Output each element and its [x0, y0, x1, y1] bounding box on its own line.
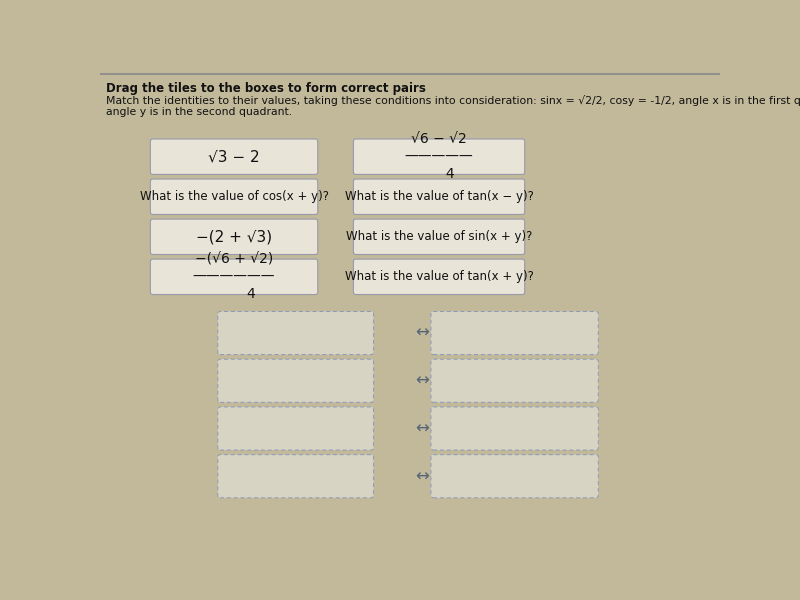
- FancyBboxPatch shape: [354, 219, 525, 254]
- Text: √3 − 2: √3 − 2: [208, 149, 260, 164]
- Text: ↔: ↔: [414, 324, 429, 342]
- Text: Match the identities to their values, taking these conditions into consideration: Match the identities to their values, ta…: [106, 95, 800, 106]
- Text: ↔: ↔: [414, 419, 429, 437]
- FancyBboxPatch shape: [218, 311, 374, 355]
- FancyBboxPatch shape: [218, 359, 374, 403]
- FancyBboxPatch shape: [431, 455, 598, 498]
- Text: ↔: ↔: [414, 372, 429, 390]
- FancyBboxPatch shape: [354, 179, 525, 214]
- FancyBboxPatch shape: [150, 259, 318, 295]
- FancyBboxPatch shape: [354, 139, 525, 175]
- Text: Drag the tiles to the boxes to form correct pairs: Drag the tiles to the boxes to form corr…: [106, 82, 426, 95]
- FancyBboxPatch shape: [150, 179, 318, 214]
- Text: −(√6 + √2)
——————
        4: −(√6 + √2) —————— 4: [193, 253, 275, 301]
- FancyBboxPatch shape: [354, 259, 525, 295]
- Text: ↔: ↔: [414, 467, 429, 485]
- FancyBboxPatch shape: [431, 407, 598, 450]
- FancyBboxPatch shape: [431, 311, 598, 355]
- Text: What is the value of tan(x − y)?: What is the value of tan(x − y)?: [345, 190, 534, 203]
- Text: angle y is in the second quadrant.: angle y is in the second quadrant.: [106, 107, 292, 118]
- FancyBboxPatch shape: [150, 139, 318, 175]
- FancyBboxPatch shape: [218, 407, 374, 450]
- Text: What is the value of tan(x + y)?: What is the value of tan(x + y)?: [345, 271, 534, 283]
- Text: −(2 + √3): −(2 + √3): [196, 229, 272, 244]
- FancyBboxPatch shape: [150, 219, 318, 254]
- Text: What is the value of sin(x + y)?: What is the value of sin(x + y)?: [346, 230, 532, 243]
- FancyBboxPatch shape: [218, 455, 374, 498]
- Text: What is the value of cos(x + y)?: What is the value of cos(x + y)?: [139, 190, 329, 203]
- FancyBboxPatch shape: [431, 359, 598, 403]
- Text: √6 − √2
—————
     4: √6 − √2 ————— 4: [405, 133, 474, 181]
